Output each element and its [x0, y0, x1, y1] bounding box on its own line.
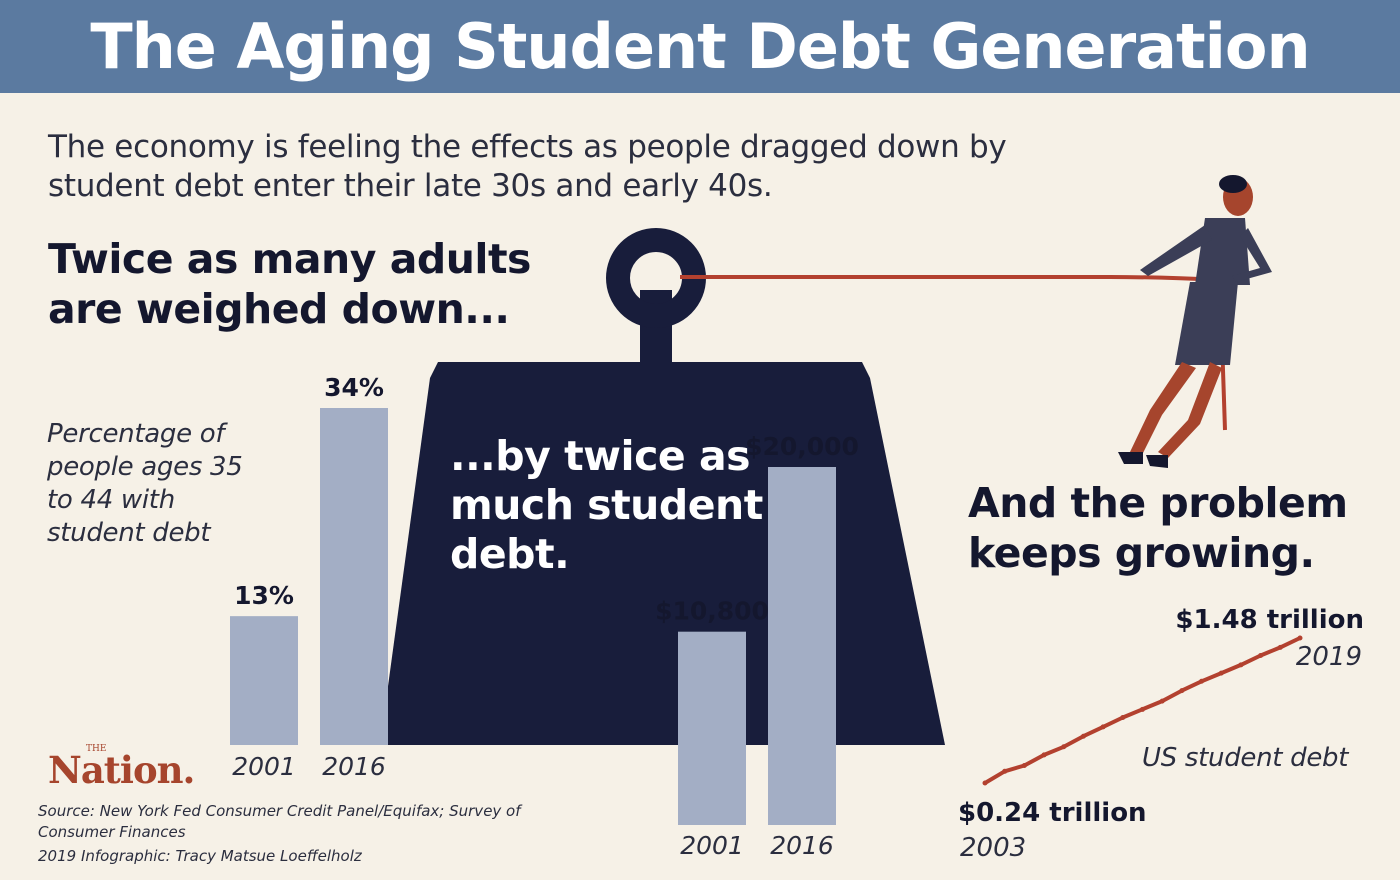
debt-point-2015 — [1218, 670, 1224, 676]
student-debt-line-chart: $1.48 trillion 2019 $0.24 trillion 2003 — [958, 605, 1364, 863]
headline-adults: Twice as many adults are weighed down... — [48, 235, 531, 333]
percentage-value-label: 34% — [324, 373, 384, 402]
debt-amount-value-label: $10,800 — [655, 597, 769, 626]
logo-text: Nation. — [48, 748, 195, 792]
debt-amount-category-label: 2001 — [680, 831, 744, 860]
woman-shoe-back — [1146, 455, 1168, 468]
debt-point-2018 — [1277, 644, 1283, 650]
debt-point-2014 — [1199, 678, 1205, 684]
debt-point-2013 — [1179, 688, 1185, 694]
headline-debt: ...by twice as much student debt. — [450, 432, 763, 578]
start-value-label: $0.24 trillion — [958, 798, 1147, 828]
debt-point-2008 — [1080, 733, 1086, 739]
woman-arm-back — [1232, 228, 1272, 282]
woman-leg-front — [1130, 362, 1196, 455]
headline-growing: And the problem keeps growing. — [968, 479, 1348, 577]
woman-pulling-illustration — [1118, 175, 1272, 468]
woman-skirt — [1175, 282, 1238, 365]
percentage-bar-chart: 13% 2001 34% 2016 — [230, 373, 388, 781]
the-nation-logo: THE Nation. — [48, 744, 195, 792]
page-title: The Aging Student Debt Generation — [90, 10, 1310, 83]
debt-point-2011 — [1140, 706, 1145, 712]
debt-point-2012 — [1159, 698, 1165, 704]
debt-amount-bar-2016 — [768, 467, 836, 825]
debt-amount-category-label: 2016 — [770, 831, 834, 860]
percentage-value-label: 13% — [234, 581, 294, 610]
debt-point-2019 — [1297, 635, 1303, 641]
woman-shoe-front — [1118, 452, 1143, 464]
debt-amount-bar-chart: $10,800 2001 $20,000 2016 — [655, 432, 859, 860]
debt-point-2004 — [1002, 768, 1008, 774]
debt-point-2010 — [1120, 715, 1126, 721]
percentage-category-label: 2016 — [322, 752, 386, 781]
woman-hair — [1219, 175, 1247, 193]
start-year-label: 2003 — [960, 833, 1026, 863]
debt-point-2009 — [1100, 724, 1106, 730]
end-year-label: 2019 — [1296, 642, 1362, 672]
credit-line: 2019 Infographic: Tracy Matsue Loeffelho… — [38, 847, 362, 865]
woman-leg-back — [1158, 362, 1222, 458]
percentage-bar-2016 — [320, 408, 388, 745]
percentage-category-label: 2001 — [232, 752, 296, 781]
debt-point-2017 — [1258, 653, 1264, 659]
debt-point-2006 — [1041, 752, 1047, 758]
woman-arm — [1140, 225, 1212, 276]
debt-amount-value-label: $20,000 — [745, 432, 859, 461]
title-banner: The Aging Student Debt Generation — [0, 0, 1400, 93]
line-chart-label: US student debt — [1142, 743, 1349, 773]
debt-point-2007 — [1061, 744, 1067, 750]
percentage-chart-label: Percentage of people ages 35 to 44 with … — [47, 419, 243, 548]
logo-small-text: THE — [86, 744, 107, 754]
debt-point-2016 — [1238, 662, 1244, 668]
end-value-label: $1.48 trillion — [1175, 605, 1364, 635]
debt-amount-bar-2001 — [678, 631, 746, 825]
debt-point-2003 — [982, 780, 988, 786]
subtitle: The economy is feeling the effects as pe… — [48, 129, 1007, 204]
debt-point-2005 — [1021, 762, 1027, 768]
percentage-bar-2001 — [230, 616, 298, 745]
source-line: Source: New York Fed Consumer Credit Pan… — [38, 802, 521, 841]
